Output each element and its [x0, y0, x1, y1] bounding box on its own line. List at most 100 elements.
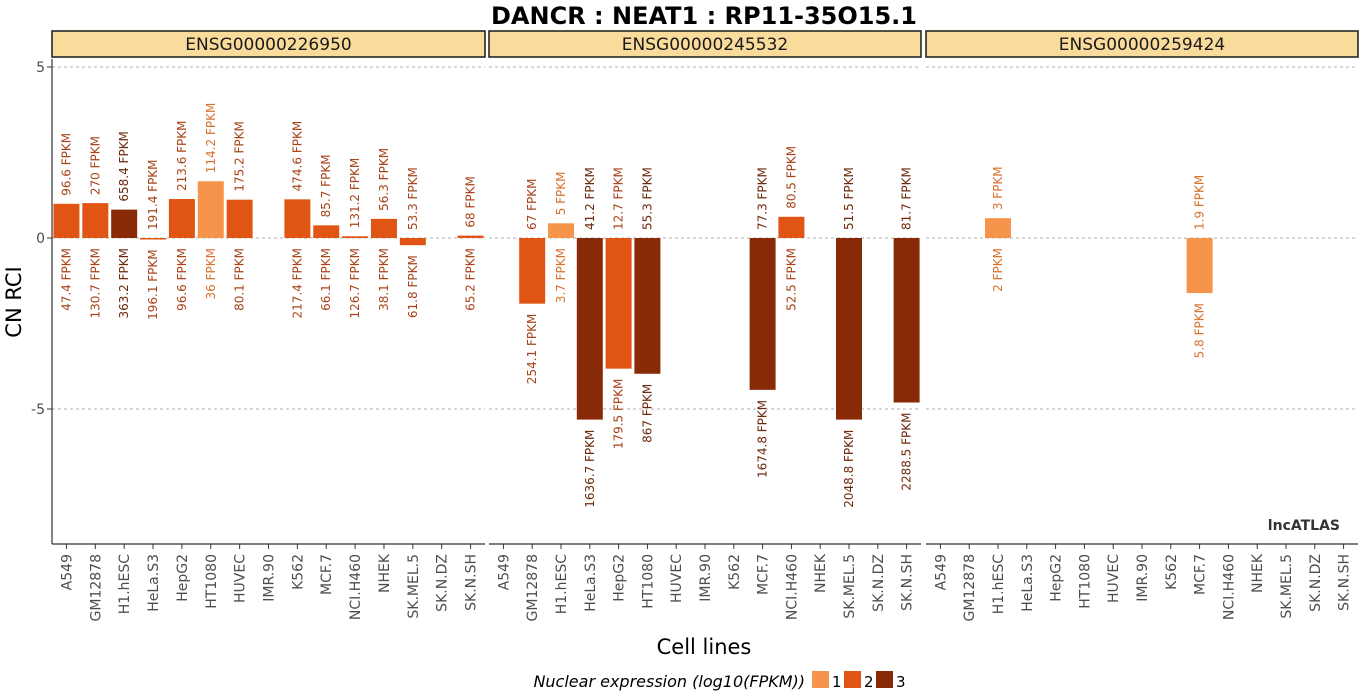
data-label-bottom: 2 FPKM: [991, 248, 1005, 292]
x-tick-label: SK.N.DZ: [1308, 554, 1324, 612]
data-label-bottom: 254.1 FPKM: [525, 314, 539, 385]
x-tick-label: GM12878: [88, 554, 104, 621]
data-label-top: 85.7 FPKM: [319, 154, 333, 217]
data-label-bottom: 66.1 FPKM: [319, 248, 333, 311]
x-tick-label: NCI.H460: [348, 554, 364, 620]
facet-strip: [51, 30, 486, 58]
data-label-bottom: 363.2 FPKM: [117, 248, 131, 319]
legend-swatch: [812, 671, 829, 688]
bar: [370, 218, 397, 238]
data-label-bottom: 1674.8 FPKM: [756, 400, 770, 478]
facet-strips: ENSG00000226950 ENSG00000245532 ENSG000002…: [51, 30, 1359, 58]
bar: [985, 218, 1011, 238]
data-label-bottom: 130.7 FPKM: [88, 248, 102, 319]
x-tick-label: HeLa.S3: [146, 554, 162, 612]
data-label-bottom: 80.1 FPKM: [233, 248, 247, 311]
x-tick-label: SK.N.SH: [900, 554, 916, 611]
data-label-bottom: 96.6 FPKM: [175, 248, 189, 311]
legend-swatch: [844, 671, 861, 688]
y-tick-label: 5: [36, 60, 45, 76]
facet-strip-label: ENSG00000245532: [622, 35, 788, 55]
x-tick-label: SK.N.DZ: [435, 554, 451, 612]
x-tick-label: A549: [496, 554, 512, 590]
x-tick-label: A549: [933, 554, 949, 590]
bar: [749, 238, 776, 390]
y-tick-label: 0: [36, 231, 45, 247]
data-label-bottom: 52.5 FPKM: [784, 248, 798, 311]
x-axis-title: Cell lines: [657, 635, 752, 659]
data-label-top: 96.6 FPKM: [59, 133, 73, 196]
data-label-bottom: 179.5 FPKM: [612, 379, 626, 450]
bar: [399, 238, 426, 246]
bar: [313, 225, 340, 238]
data-label-bottom: 196.1 FPKM: [146, 249, 160, 320]
x-tick-labels: A549 GM12878 H1.hESC HeLa.S3 HepG2 HT1080 HUVE…: [59, 553, 1352, 621]
facet-strip-label: ENSG00000259424: [1059, 35, 1225, 55]
legend-title: Nuclear expression (log10(FPKM)): [533, 672, 805, 691]
y-tick-label: -5: [31, 402, 45, 418]
data-label-top: 270 FPKM: [88, 136, 102, 195]
legend: Nuclear expression (log10(FPKM)) 1 2 3: [533, 671, 906, 691]
data-label-bottom: 2048.8 FPKM: [842, 430, 856, 508]
x-tick-label: K562: [1164, 554, 1180, 590]
legend-key-label: 3: [896, 673, 906, 691]
x-tick-label: GM12878: [962, 554, 978, 621]
data-label-top: 5 FPKM: [554, 171, 568, 215]
y-axis-title: CN RCI: [2, 266, 26, 337]
data-label-top: 114.2 FPKM: [204, 103, 218, 174]
bar: [140, 238, 167, 240]
x-tick-label: NCI.H460: [1221, 554, 1237, 620]
x-tick-label: K562: [727, 554, 743, 590]
data-label-bottom: 65.2 FPKM: [464, 248, 478, 311]
data-label-top: 474.6 FPKM: [290, 121, 304, 192]
bar: [605, 238, 632, 369]
bar: [82, 203, 109, 238]
data-label-top: 658.4 FPKM: [117, 131, 131, 202]
chart-title: DANCR : NEAT1 : RP11-35O15.1: [491, 2, 917, 30]
data-label-group: 96.6 FPKM 47.4 FPKM 270 FPKM 130.7 FPKM 658.…: [59, 103, 1206, 508]
x-tick-label: MCF.7: [319, 554, 335, 595]
x-tick-label: MCF.7: [756, 554, 772, 595]
data-label-top: 3 FPKM: [991, 166, 1005, 210]
data-label-top: 80.5 FPKM: [784, 146, 798, 209]
x-tick-label: HeLa.S3: [583, 554, 599, 612]
x-tick-label: HeLa.S3: [1020, 554, 1036, 612]
data-label-top: 191.4 FPKM: [146, 159, 160, 230]
x-tick-label: IMR.90: [698, 554, 714, 602]
x-tick-label: SK.N.SH: [464, 554, 480, 611]
data-label-bottom: 3.7 FPKM: [554, 248, 568, 303]
data-label-top: 53.3 FPKM: [406, 167, 420, 230]
facet-strip: [925, 30, 1359, 58]
data-label-top: 51.5 FPKM: [842, 167, 856, 230]
data-label-top: 131.2 FPKM: [348, 158, 362, 229]
axes: [47, 59, 1358, 549]
data-label-top: 77.3 FPKM: [756, 167, 770, 230]
x-tick-label: SK.MEL.5: [842, 554, 858, 619]
data-label-top: 213.6 FPKM: [175, 120, 189, 191]
bar: [226, 199, 253, 238]
x-tick-label: IMR.90: [262, 554, 278, 602]
data-label-top: 67 FPKM: [525, 179, 539, 230]
data-label-top: 1.9 FPKM: [1193, 175, 1207, 230]
data-label-bottom: 61.8 FPKM: [406, 255, 420, 318]
legend-key-label: 1: [832, 673, 842, 691]
x-tick-label: IMR.90: [1135, 554, 1151, 602]
x-tick-label: SK.MEL.5: [406, 554, 422, 619]
bar: [457, 235, 484, 238]
data-label-top: 175.2 FPKM: [233, 121, 247, 192]
bar: [548, 223, 574, 238]
x-tick-label: HUVEC: [233, 554, 249, 603]
x-tick-label: H1.hESC: [991, 554, 1007, 614]
data-label-bottom: 36 FPKM: [204, 248, 218, 299]
legend-key-label: 2: [864, 673, 874, 691]
data-label-bottom: 126.7 FPKM: [348, 248, 362, 319]
data-label-top: 81.7 FPKM: [900, 167, 914, 230]
x-tick-label: NHEK: [1250, 553, 1266, 593]
x-tick-label: HT1080: [1077, 554, 1093, 609]
x-tick-label: SK.N.SH: [1337, 554, 1353, 611]
x-tick-label: SK.MEL.5: [1279, 554, 1295, 619]
data-label-top: 55.3 FPKM: [640, 167, 654, 230]
x-tick-label: A549: [59, 554, 75, 590]
y-tick-labels: 5 0 -5: [31, 60, 45, 418]
watermark-text: lncATLAS: [1268, 518, 1340, 534]
